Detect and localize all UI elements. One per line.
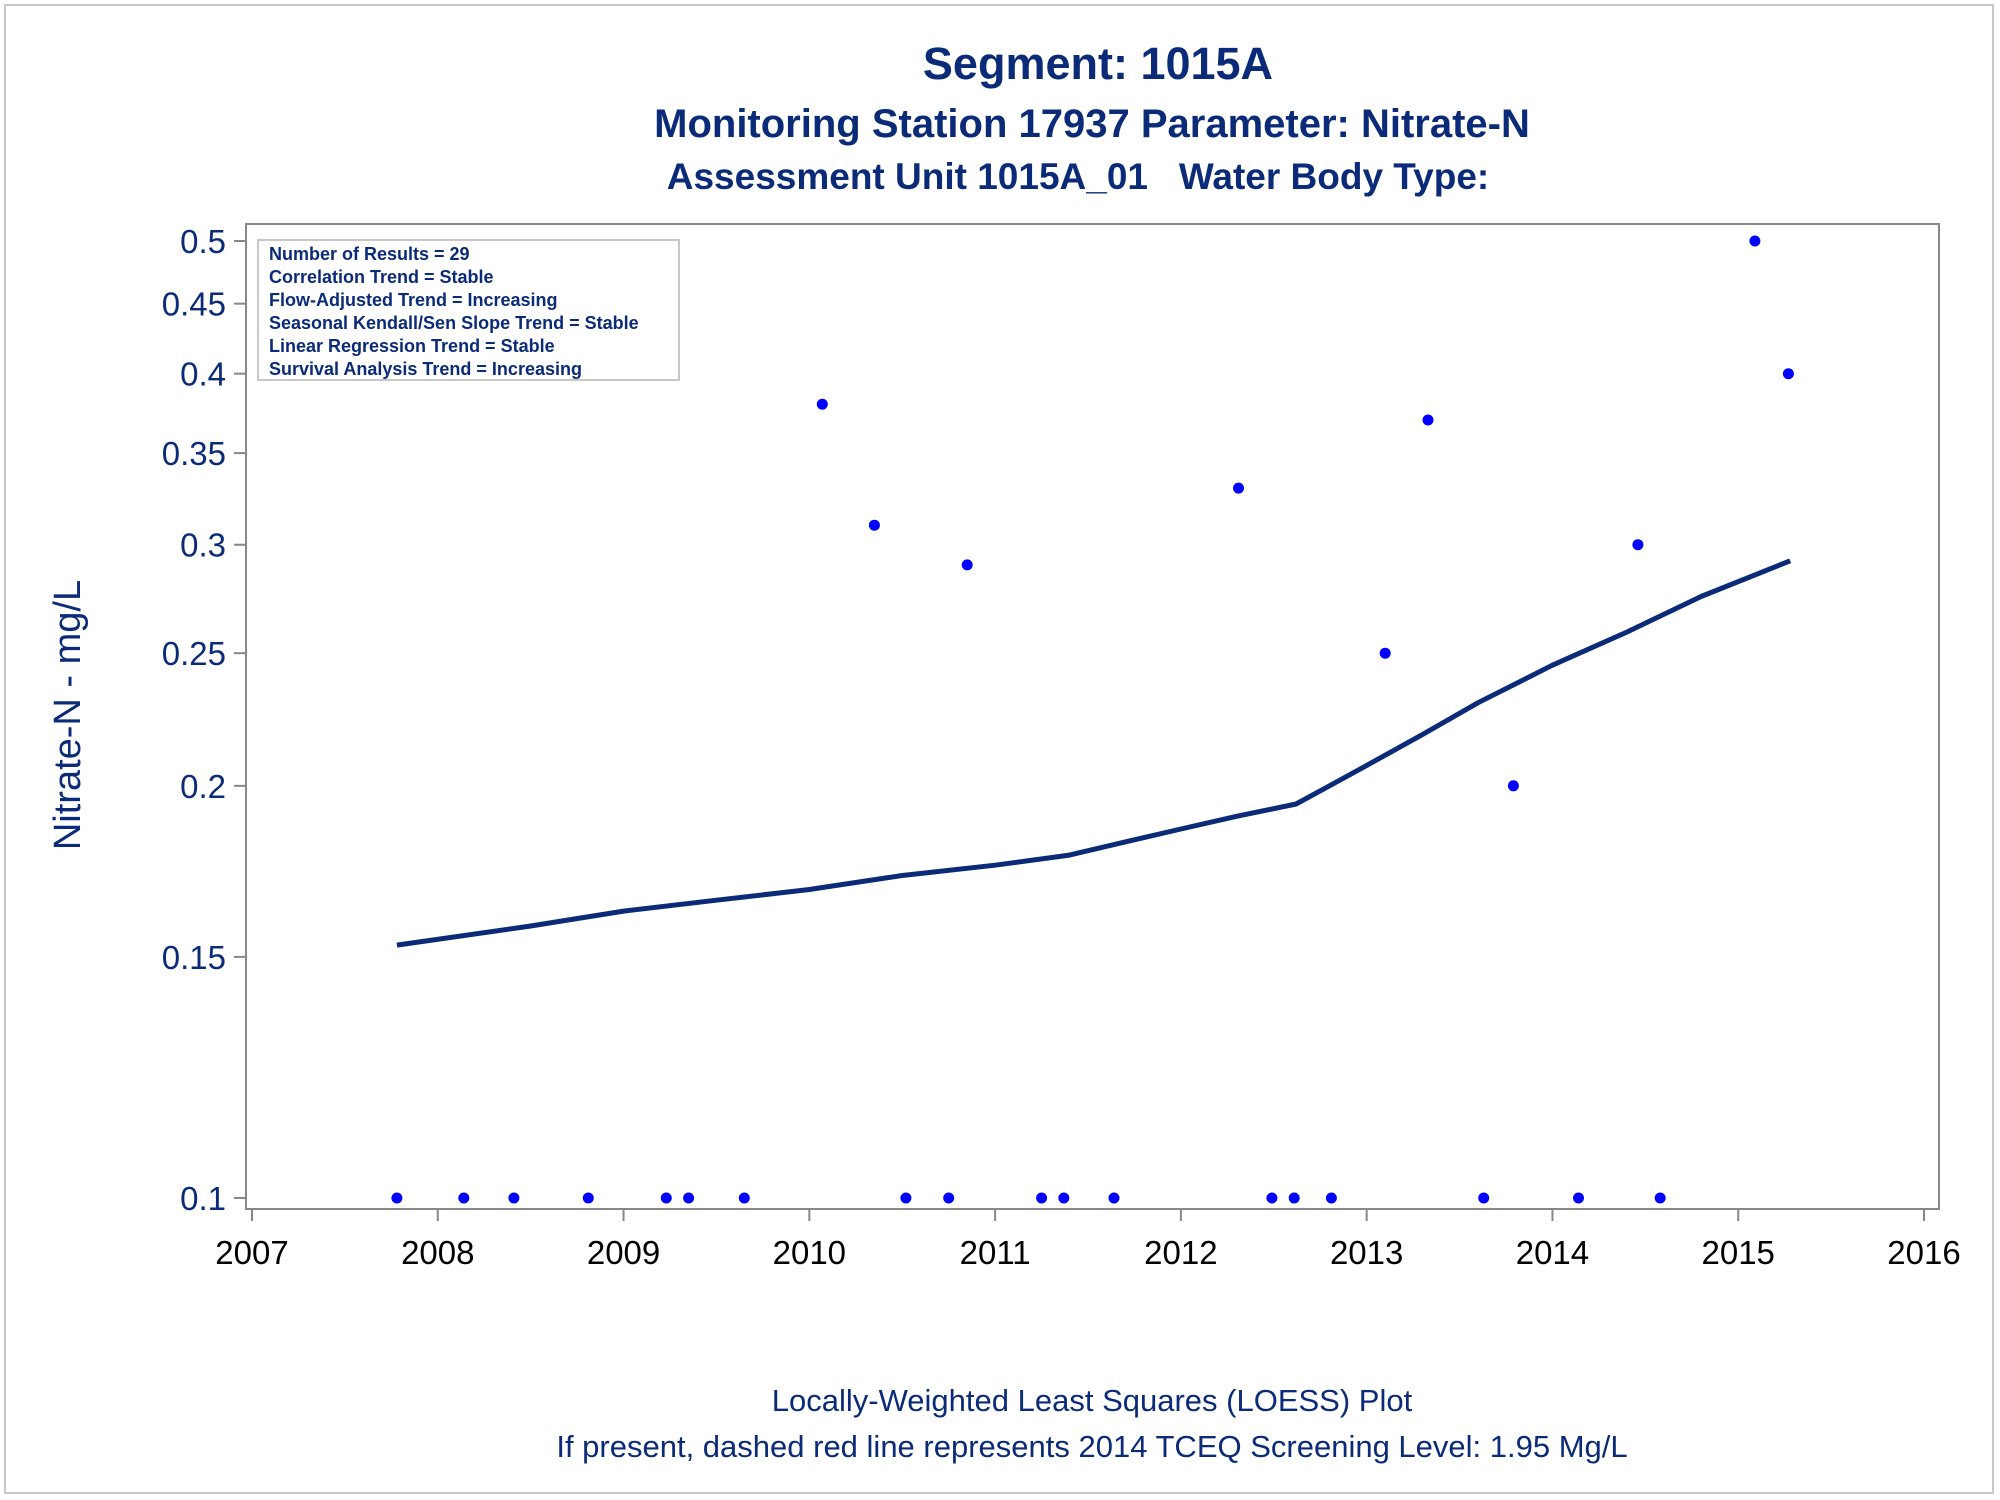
x-tick-label: 2009	[587, 1234, 660, 1271]
data-point	[1654, 1192, 1666, 1204]
x-tick-label: 2012	[1144, 1234, 1217, 1271]
x-tick-label: 2014	[1516, 1234, 1589, 1271]
y-axis-title: Nitrate-N - mg/L	[47, 580, 89, 850]
x-tick-label: 2016	[1887, 1234, 1960, 1271]
x-tick-label: 2007	[215, 1234, 288, 1271]
chart-subtitle: Monitoring Station 17937 Parameter: Nitr…	[654, 102, 1530, 146]
data-point	[508, 1192, 520, 1204]
x-tick-label: 2011	[960, 1234, 1031, 1271]
y-tick-label: 0.15	[162, 939, 226, 976]
data-point	[660, 1192, 672, 1204]
data-point	[1288, 1192, 1300, 1204]
stats-legend: Number of Results = 29 Correlation Trend…	[257, 239, 680, 381]
chart-subtitle-2: Assessment Unit 1015A_01 Water Body Type…	[667, 156, 1490, 197]
data-point	[1266, 1192, 1278, 1204]
data-point	[683, 1192, 695, 1204]
data-point	[1325, 1192, 1337, 1204]
data-point	[868, 519, 880, 531]
data-point	[1782, 368, 1794, 380]
y-tick-label: 0.1	[180, 1180, 226, 1217]
data-point	[582, 1192, 594, 1204]
y-tick-label: 0.5	[180, 223, 226, 260]
data-point	[900, 1192, 912, 1204]
legend-box	[257, 239, 680, 381]
plot-area	[245, 223, 1940, 1210]
data-point	[738, 1192, 750, 1204]
y-tick-label: 0.45	[162, 286, 226, 323]
data-point	[1749, 235, 1761, 247]
loess-curve	[396, 558, 1792, 948]
legend-item: Flow-Adjusted Trend = Increasing	[269, 290, 558, 310]
x-tick-label: 2008	[401, 1234, 474, 1271]
x-tick-label: 2013	[1330, 1234, 1403, 1271]
y-tick-label: 0.2	[180, 768, 226, 805]
y-axis: 0.1 0.15 0.2 0.25 0.3 0.35 0.4 0.45 0.5	[162, 223, 246, 1217]
data-point	[961, 559, 973, 571]
legend-item: Number of Results = 29	[269, 244, 470, 264]
data-point	[1573, 1192, 1584, 1204]
y-tick-label: 0.25	[162, 635, 226, 672]
y-tick-label: 0.35	[162, 435, 226, 472]
data-point	[1108, 1192, 1120, 1204]
data-point	[1507, 780, 1519, 792]
footnote-loess: Locally-Weighted Least Squares (LOESS) P…	[772, 1383, 1413, 1418]
data-point	[1058, 1192, 1070, 1204]
legend-item: Survival Analysis Trend = Increasing	[269, 359, 582, 379]
chart-title: Segment: 1015A	[923, 38, 1273, 89]
x-tick-label: 2010	[773, 1234, 846, 1271]
chart-frame	[4, 4, 1994, 1494]
data-point	[391, 1192, 403, 1204]
footnote-screening-level: If present, dashed red line represents 2…	[556, 1429, 1627, 1464]
data-point	[1379, 647, 1391, 659]
y-tick-label: 0.4	[180, 356, 226, 393]
data-point	[816, 398, 828, 410]
data-point	[1036, 1192, 1048, 1204]
data-points	[391, 235, 1794, 1204]
legend-item: Seasonal Kendall/Sen Slope Trend = Stabl…	[269, 313, 639, 333]
x-tick-label: 2015	[1702, 1234, 1775, 1271]
data-point	[1478, 1192, 1490, 1204]
x-axis: 2007 2008 2009 2010 2011 2012 2013 2014 2015 2016	[215, 1209, 1961, 1271]
data-point	[1233, 482, 1244, 494]
data-point	[458, 1192, 470, 1204]
data-point	[1632, 539, 1644, 551]
data-point	[943, 1192, 955, 1204]
legend-item: Correlation Trend = Stable	[269, 267, 494, 287]
data-point	[1422, 414, 1434, 426]
legend-item: Linear Regression Trend = Stable	[269, 336, 555, 356]
y-tick-label: 0.3	[180, 527, 226, 564]
